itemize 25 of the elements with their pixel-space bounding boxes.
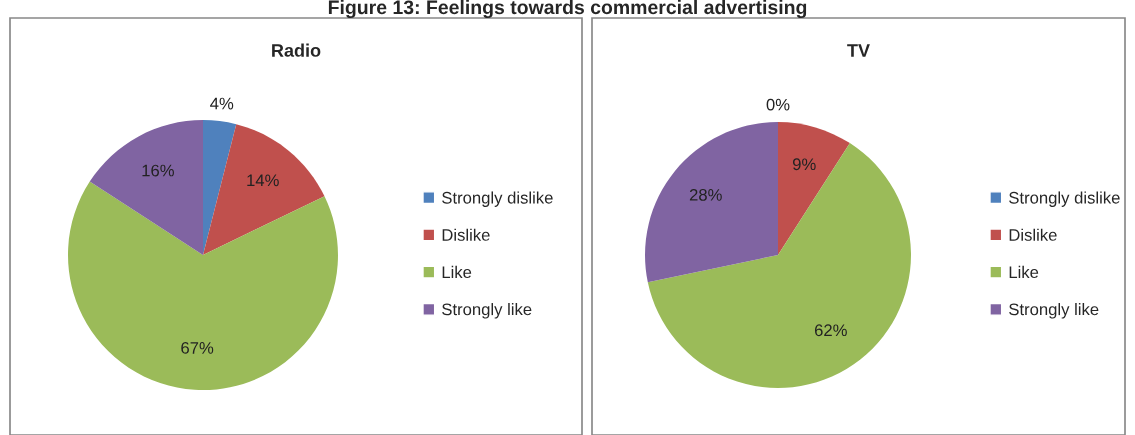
pie-slice xyxy=(89,120,203,255)
data-label: 28% xyxy=(689,188,722,201)
legend-label: Dislike xyxy=(1009,228,1057,241)
chart-title: TV xyxy=(847,44,870,57)
data-label: 16% xyxy=(142,164,174,177)
pie-slice xyxy=(203,124,325,255)
caption: Figure 13: Feelings towards commercial advertising xyxy=(328,0,807,19)
pie-slice xyxy=(778,122,850,255)
data-label: 62% xyxy=(814,324,847,337)
legend-label: Strongly dislike xyxy=(442,191,553,207)
data-label: 9% xyxy=(792,158,816,171)
pie-slice xyxy=(647,143,911,388)
text: 0% xyxy=(766,98,790,111)
chart-title: Radio xyxy=(272,43,321,57)
data-label: 67% xyxy=(181,341,214,354)
data-label: 4% xyxy=(210,97,234,110)
pie-slice xyxy=(645,122,778,283)
legend-label: Strongly dislike xyxy=(1009,191,1120,207)
pie-slice xyxy=(203,120,237,255)
legend-label: Dislike xyxy=(442,228,490,241)
legend-label: Strongly like xyxy=(1009,303,1099,319)
data-label: 14% xyxy=(247,174,279,187)
legend-label: Like xyxy=(442,265,472,279)
legend-label: Strongly like xyxy=(442,303,532,319)
legend-label: Like xyxy=(1009,265,1039,279)
